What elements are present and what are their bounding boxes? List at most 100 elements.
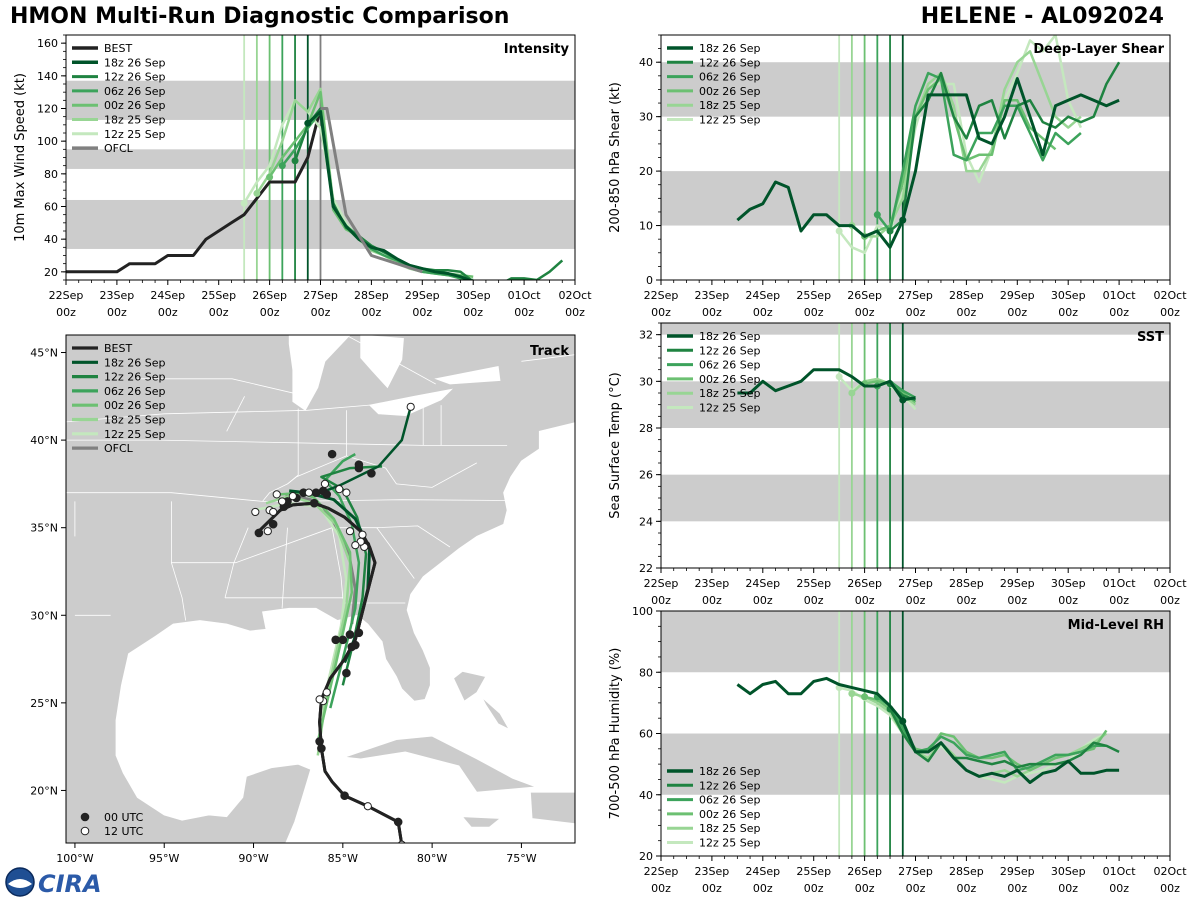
track-point-12utc (363, 802, 372, 811)
track-ytick-label: 30°N (30, 609, 58, 622)
figure-title: HMON Multi-Run Diagnostic Comparison (10, 4, 510, 29)
intensity-xtick-label: 27Sep (303, 289, 338, 302)
rh-init-marker (848, 690, 856, 698)
track-ytick-label: 20°N (30, 784, 58, 797)
rh-ytick-label: 40 (639, 789, 653, 802)
state-border (66, 439, 508, 446)
shear-xtick-label-time: 00z (1007, 306, 1027, 319)
intensity-xtick-label: 29Sep (405, 289, 440, 302)
intensity-xtick-label: 22Sep (49, 289, 84, 302)
intensity-xtick-label: 30Sep (456, 289, 491, 302)
intensity-ytick-label: 160 (37, 37, 58, 50)
track-point-00utc (347, 642, 357, 652)
sst-plot-area (661, 323, 1170, 568)
sst-init-marker (848, 389, 856, 397)
shear-xtick-label-time: 00z (855, 306, 875, 319)
track-point-00utc (322, 490, 332, 499)
track-point-00utc (393, 817, 403, 827)
shear-legend-label: 06z 26 Sep (699, 71, 761, 84)
sst-xtick-label-time: 00z (753, 594, 773, 607)
track-point-12utc (251, 507, 260, 517)
intensity-legend-label: 12z 25 Sep (104, 128, 166, 141)
rh-xtick-label-time: 00z (1007, 882, 1027, 895)
rh-xtick-label-time: 00z (1058, 882, 1078, 895)
track-point-12utc (351, 541, 360, 550)
rh-legend-label: 06z 26 Sep (699, 794, 761, 807)
intensity-xtick-label: 23Sep (100, 289, 135, 302)
rh-legend-label: 12z 26 Sep (699, 779, 761, 792)
track-legend-label: 00z 26 Sep (104, 399, 166, 412)
rh-shade-band (661, 611, 1170, 673)
chart-intensity: 20 40 60 80 100 120 140 160 22Sep 00z 23Sep 00z 24Se… (13, 34, 592, 319)
cuba-land (344, 735, 536, 793)
sst-xtick-label: 26Sep (847, 577, 882, 590)
intensity-ytick-label: 80 (44, 168, 58, 181)
rh-xtick-label: 01Oct (1103, 865, 1137, 878)
intensity-xtick-label: 01Oct (508, 289, 542, 302)
rh-xtick-label: 02Oct (1153, 865, 1187, 878)
sst-xtick-label-time: 00z (1109, 594, 1129, 607)
intensity-init-marker (240, 199, 248, 207)
sst-xtick-label: 25Sep (796, 577, 831, 590)
rh-init-marker (861, 693, 869, 701)
track-point-00utc (354, 628, 364, 638)
track-legend-label: BEST (104, 342, 132, 355)
rh-xtick-label: 24Sep (745, 865, 780, 878)
central-america-land (218, 861, 375, 896)
lake-ontario (434, 366, 501, 385)
shear-init-marker (899, 216, 907, 224)
track-point-00utc (317, 744, 326, 753)
chart-shear: 0 10 20 30 40 22Sep 00z 23Sep 00z 24Sep 00z 25Sep 00… (608, 34, 1187, 319)
intensity-xtick-label-time: 00z (514, 306, 534, 319)
state-border (224, 527, 249, 598)
shear-series-line (838, 35, 1083, 255)
rh-xtick-label: 26Sep (847, 865, 882, 878)
track-point-00utc (268, 519, 278, 529)
intensity-xtick-label: 25Sep (201, 289, 236, 302)
track-point-00utc (345, 630, 355, 639)
rh-ytick-label: 20 (639, 850, 653, 863)
state-border (521, 354, 575, 362)
intensity-series-line (66, 108, 322, 274)
intensity-ytick-label: 40 (44, 233, 58, 246)
track-point-00utc (331, 635, 340, 645)
track-point-12utc (278, 497, 287, 506)
track-point-00utc (342, 668, 351, 678)
shear-xtick-label: 23Sep (695, 289, 730, 302)
cira-logo: CIRA (4, 866, 114, 898)
sst-legend-label: 18z 26 Sep (699, 330, 761, 343)
track-point-12utc (272, 490, 281, 499)
shear-xtick-label-time: 00z (1109, 306, 1129, 319)
track-point-legend-marker (80, 826, 90, 836)
track-point-legend-marker (80, 812, 90, 822)
sst-xtick-label: 28Sep (949, 577, 984, 590)
rh-series-line (736, 676, 1120, 784)
shear-xtick-label-time: 00z (957, 306, 977, 319)
sst-xtick-label: 22Sep (644, 577, 679, 590)
sst-xtick-label: 01Oct (1103, 577, 1137, 590)
track-point-00utc (367, 469, 376, 478)
sst-legend-label: 00z 26 Sep (699, 373, 761, 386)
intensity-xtick-label: 02Oct (558, 289, 592, 302)
shear-xtick-label-time: 00z (906, 306, 926, 319)
intensity-xtick-label-time: 00z (463, 306, 483, 319)
intensity-xtick-label: 24Sep (150, 289, 185, 302)
shear-init-marker (873, 211, 881, 219)
lake-superior (218, 318, 352, 327)
shear-ytick-label: 40 (639, 56, 653, 69)
sst-series-line (737, 368, 916, 402)
intensity-xtick-label-time: 00z (260, 306, 280, 319)
rh-xtick-label: 28Sep (949, 865, 984, 878)
track-ytick-label: 25°N (30, 697, 58, 710)
track-point-12utc (358, 530, 367, 539)
track-ytick-label: 35°N (30, 522, 58, 535)
shear-init-marker (886, 227, 894, 235)
intensity-init-marker (291, 157, 299, 165)
track-point-00utc (327, 449, 337, 459)
sst-ylabel: Sea Surface Temp (°C) (608, 372, 623, 519)
track-legend-label: OFCL (104, 442, 134, 455)
sst-xtick-label-time: 00z (957, 594, 977, 607)
intensity-xtick-label-time: 00z (412, 306, 432, 319)
sst-ytick-label: 32 (639, 329, 653, 342)
